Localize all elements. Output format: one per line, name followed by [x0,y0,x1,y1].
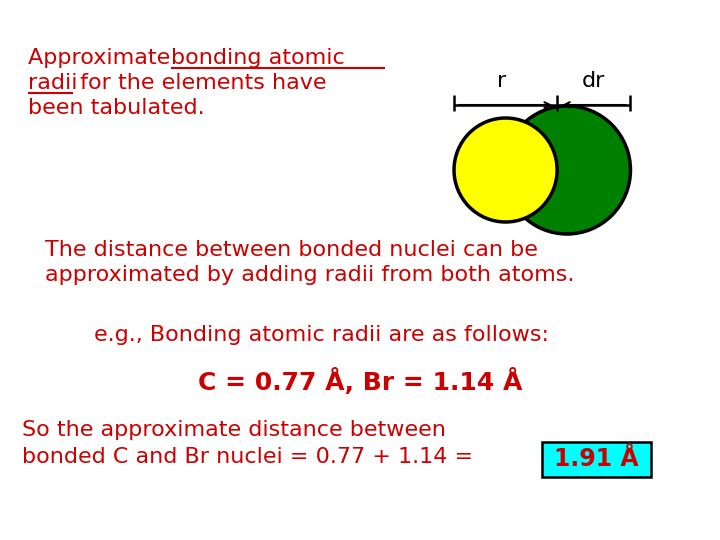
Text: dr: dr [582,71,606,91]
Text: 1.91 Å: 1.91 Å [554,448,639,471]
Text: C = 0.77 Å, Br = 1.14 Å: C = 0.77 Å, Br = 1.14 Å [198,368,523,395]
Circle shape [454,118,557,222]
Text: radii: radii [28,73,77,93]
Circle shape [503,106,631,234]
Text: bonding atomic: bonding atomic [171,48,344,68]
Text: So the approximate distance between: So the approximate distance between [22,420,446,440]
Text: approximated by adding radii from both atoms.: approximated by adding radii from both a… [45,265,574,285]
Text: bonded C and Br nuclei = 0.77 + 1.14 =: bonded C and Br nuclei = 0.77 + 1.14 = [22,447,480,467]
Text: for the elements have: for the elements have [73,73,327,93]
Text: e.g., Bonding atomic radii are as follows:: e.g., Bonding atomic radii are as follow… [94,325,549,345]
Text: r: r [497,71,506,91]
FancyBboxPatch shape [542,442,652,477]
Text: Approximate: Approximate [28,48,177,68]
Text: The distance between bonded nuclei can be: The distance between bonded nuclei can b… [45,240,538,260]
Text: been tabulated.: been tabulated. [28,98,204,118]
